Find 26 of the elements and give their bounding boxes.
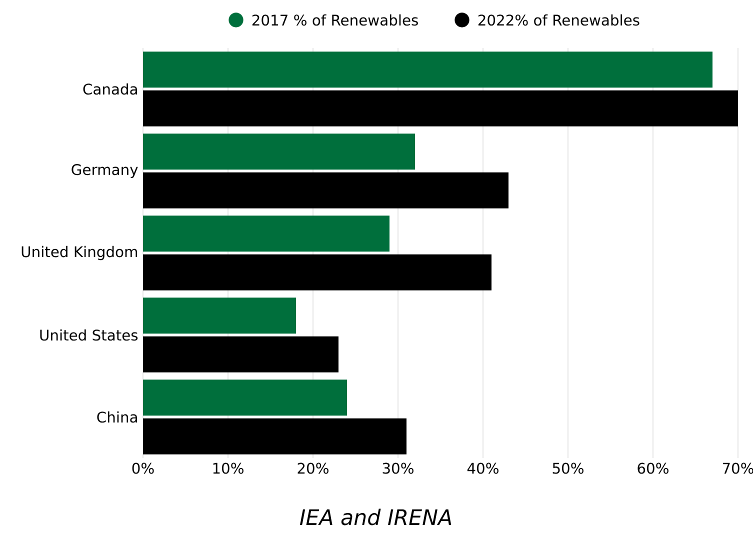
y-tick-label: Germany [72,164,138,178]
y-tick-label: Canada [83,83,137,95]
x-tick-label: 40% [467,462,498,474]
bar [143,254,492,290]
x-tick-label: 10% [213,462,244,474]
x-tick-label: 0% [132,462,154,474]
x-tick-label: 50% [552,462,584,474]
y-tick-label: United States [40,329,138,341]
x-tick-label: 70% [722,462,753,474]
y-tick-label: United Kingdom [22,246,138,260]
text: IEA and IRENA [300,508,452,526]
bar [143,336,338,372]
bar [143,418,407,454]
x-tick-label: 30% [382,462,414,474]
bar [143,172,509,208]
bar [143,216,390,252]
bar [143,90,738,126]
x-tick-label: 20% [298,462,328,474]
x-tick-label: 60% [638,462,668,474]
bar [143,298,296,334]
legend-label: 2022% of Renewables [478,14,640,26]
bar [143,380,347,416]
y-tick-label: China [97,411,137,423]
legend-label: 2017 % of Renewables [252,14,418,26]
bar [143,134,416,170]
bar [143,52,713,88]
